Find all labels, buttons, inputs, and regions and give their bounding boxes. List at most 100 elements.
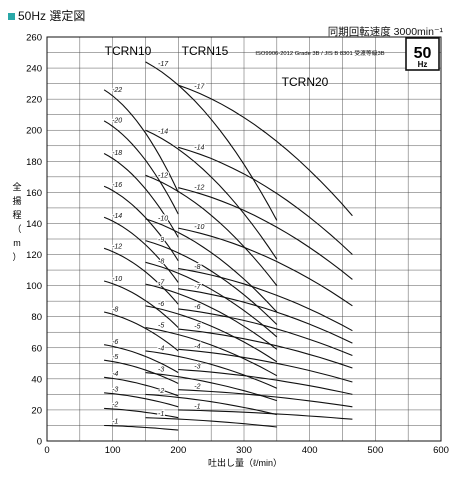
- pump-curve-tcrn15-14: [145, 129, 278, 260]
- x-tick-label: 400: [302, 445, 318, 456]
- y-axis-label-char: 全: [12, 181, 21, 192]
- stage-label: -3: [112, 386, 118, 393]
- pump-curve-tcrn10-14: [103, 216, 179, 283]
- stage-label: -1: [112, 419, 118, 426]
- stage-label: -5: [194, 324, 200, 331]
- pump-curve-tcrn15-6: [145, 305, 278, 363]
- stage-label: -4: [112, 371, 118, 378]
- stage-label: -16: [112, 182, 122, 189]
- stage-label: -1: [158, 411, 164, 418]
- stage-label: -10: [194, 224, 204, 231]
- y-axis-label-char: m: [13, 238, 21, 248]
- axes: 0 20 40 60 80 100 120 140 160 180 200 220 240 260 0 100…: [12, 33, 448, 469]
- stage-label: -17: [194, 83, 205, 90]
- pump-curve-tcrn20-12: [178, 187, 353, 280]
- hz-badge-unit: Hz: [418, 60, 428, 69]
- stage-label: -14: [112, 213, 122, 220]
- pump-curve-tcrn10-20: [103, 120, 179, 215]
- x-tick-label: 500: [367, 445, 383, 456]
- stage-label: -6: [158, 301, 164, 308]
- curves: [103, 61, 353, 431]
- pump-curve-tcrn20-2: [178, 389, 353, 408]
- stage-label: -14: [194, 145, 204, 152]
- pump-curve-tcrn15-9: [145, 240, 278, 325]
- y-tick-label: 140: [26, 219, 42, 230]
- pump-curve-tcrn15-3: [145, 372, 277, 402]
- y-tick-label: 0: [37, 437, 42, 448]
- stage-label: -12: [112, 244, 122, 251]
- y-tick-label: 100: [26, 281, 42, 292]
- y-axis-label: 全揚程 （ m ）: [12, 181, 21, 262]
- stage-label: -20: [112, 118, 122, 125]
- y-tick-label: 40: [31, 374, 42, 385]
- pump-curve-tcrn10-1: [104, 424, 179, 431]
- y-axis-label-char: 揚: [12, 195, 21, 206]
- pump-curve-tcrn20-4: [178, 348, 353, 383]
- pump-curve-tcrn10-4: [104, 376, 179, 397]
- plot-frame: [46, 36, 442, 442]
- y-tick-label: 260: [26, 33, 42, 44]
- pump-curve-tcrn10-2: [104, 407, 179, 419]
- y-axis-label-char: 程: [12, 210, 21, 220]
- y-tick-label: 160: [26, 188, 42, 199]
- x-tick-label: 0: [44, 445, 49, 456]
- pump-curve-tcrn15-10: [145, 218, 278, 313]
- stage-label: -3: [158, 367, 164, 374]
- page-title: 50Hz 選定図: [8, 7, 85, 24]
- stage-label: -2: [112, 402, 118, 409]
- notes: TCRN10 TCRN15 TCRN20 ISO9906-2012 Grade 3B …: [105, 37, 440, 89]
- stage-label: -7: [158, 280, 165, 287]
- x-tick-label: 300: [236, 445, 252, 456]
- pump-curve-tcrn10-18: [103, 153, 179, 238]
- pump-curve-tcrn10-3: [104, 392, 179, 408]
- pump-curve-tcrn20-6: [178, 308, 353, 357]
- stage-label: -18: [112, 150, 122, 157]
- stage-label: -17: [158, 61, 169, 68]
- stage-label: -7: [194, 284, 201, 291]
- stage-label: -5: [112, 354, 118, 361]
- y-tick-label: 220: [26, 95, 42, 106]
- speed-label: 同期回転速度 3000min⁻¹: [327, 26, 443, 38]
- stage-label: -9: [158, 237, 164, 244]
- pump-curve-tcrn20-5: [178, 328, 353, 369]
- stage-label: -8: [194, 264, 200, 271]
- x-tick-label: 200: [170, 445, 186, 456]
- pump-curve-tcrn15-7: [145, 283, 278, 350]
- pump-curve-tcrn15-12: [145, 174, 278, 286]
- stage-label: -1: [194, 403, 200, 410]
- stage-label: -8: [158, 258, 164, 265]
- x-tick-label: 100: [105, 445, 121, 456]
- pump-curve-tcrn10-22: [103, 89, 179, 193]
- grid: [46, 36, 442, 442]
- y-tick-label: 20: [31, 405, 42, 416]
- stage-label: -14: [158, 128, 168, 135]
- hz-badge: [405, 37, 440, 71]
- pump-curve-tcrn10-5: [104, 359, 179, 384]
- stage-label: -4: [158, 345, 164, 352]
- y-tick-label: 60: [31, 343, 42, 354]
- stage-label: -4: [194, 344, 200, 351]
- page-title-text: 50Hz 選定図: [18, 9, 86, 23]
- stage-label: -10: [112, 276, 122, 283]
- pump-curve-tcrn20-17: [178, 84, 353, 217]
- stage-label: -6: [112, 339, 118, 346]
- y-axis-label-char: ）: [12, 252, 21, 262]
- stage-label: -2: [194, 383, 200, 390]
- pump-curve-tcrn20-7: [178, 288, 353, 344]
- stage-label: -6: [194, 304, 200, 311]
- stage-label: -2: [158, 388, 164, 395]
- pump-curve-tcrn10-16: [103, 185, 179, 262]
- stage-label: -10: [158, 215, 168, 222]
- pump-curve-tcrn15-8: [145, 261, 278, 338]
- title-marker-icon: [8, 13, 15, 20]
- y-axis-label-char: （: [12, 224, 21, 234]
- pump-curve-tcrn10-8: [103, 311, 179, 352]
- stage-label: -22: [112, 87, 122, 94]
- model-label: TCRN10: [105, 44, 152, 58]
- model-label: TCRN20: [282, 75, 329, 89]
- x-axis-label: 吐出し量（ℓ/min）: [208, 457, 282, 468]
- x-tick-label: 600: [433, 445, 449, 456]
- y-tick-label: 120: [26, 250, 42, 261]
